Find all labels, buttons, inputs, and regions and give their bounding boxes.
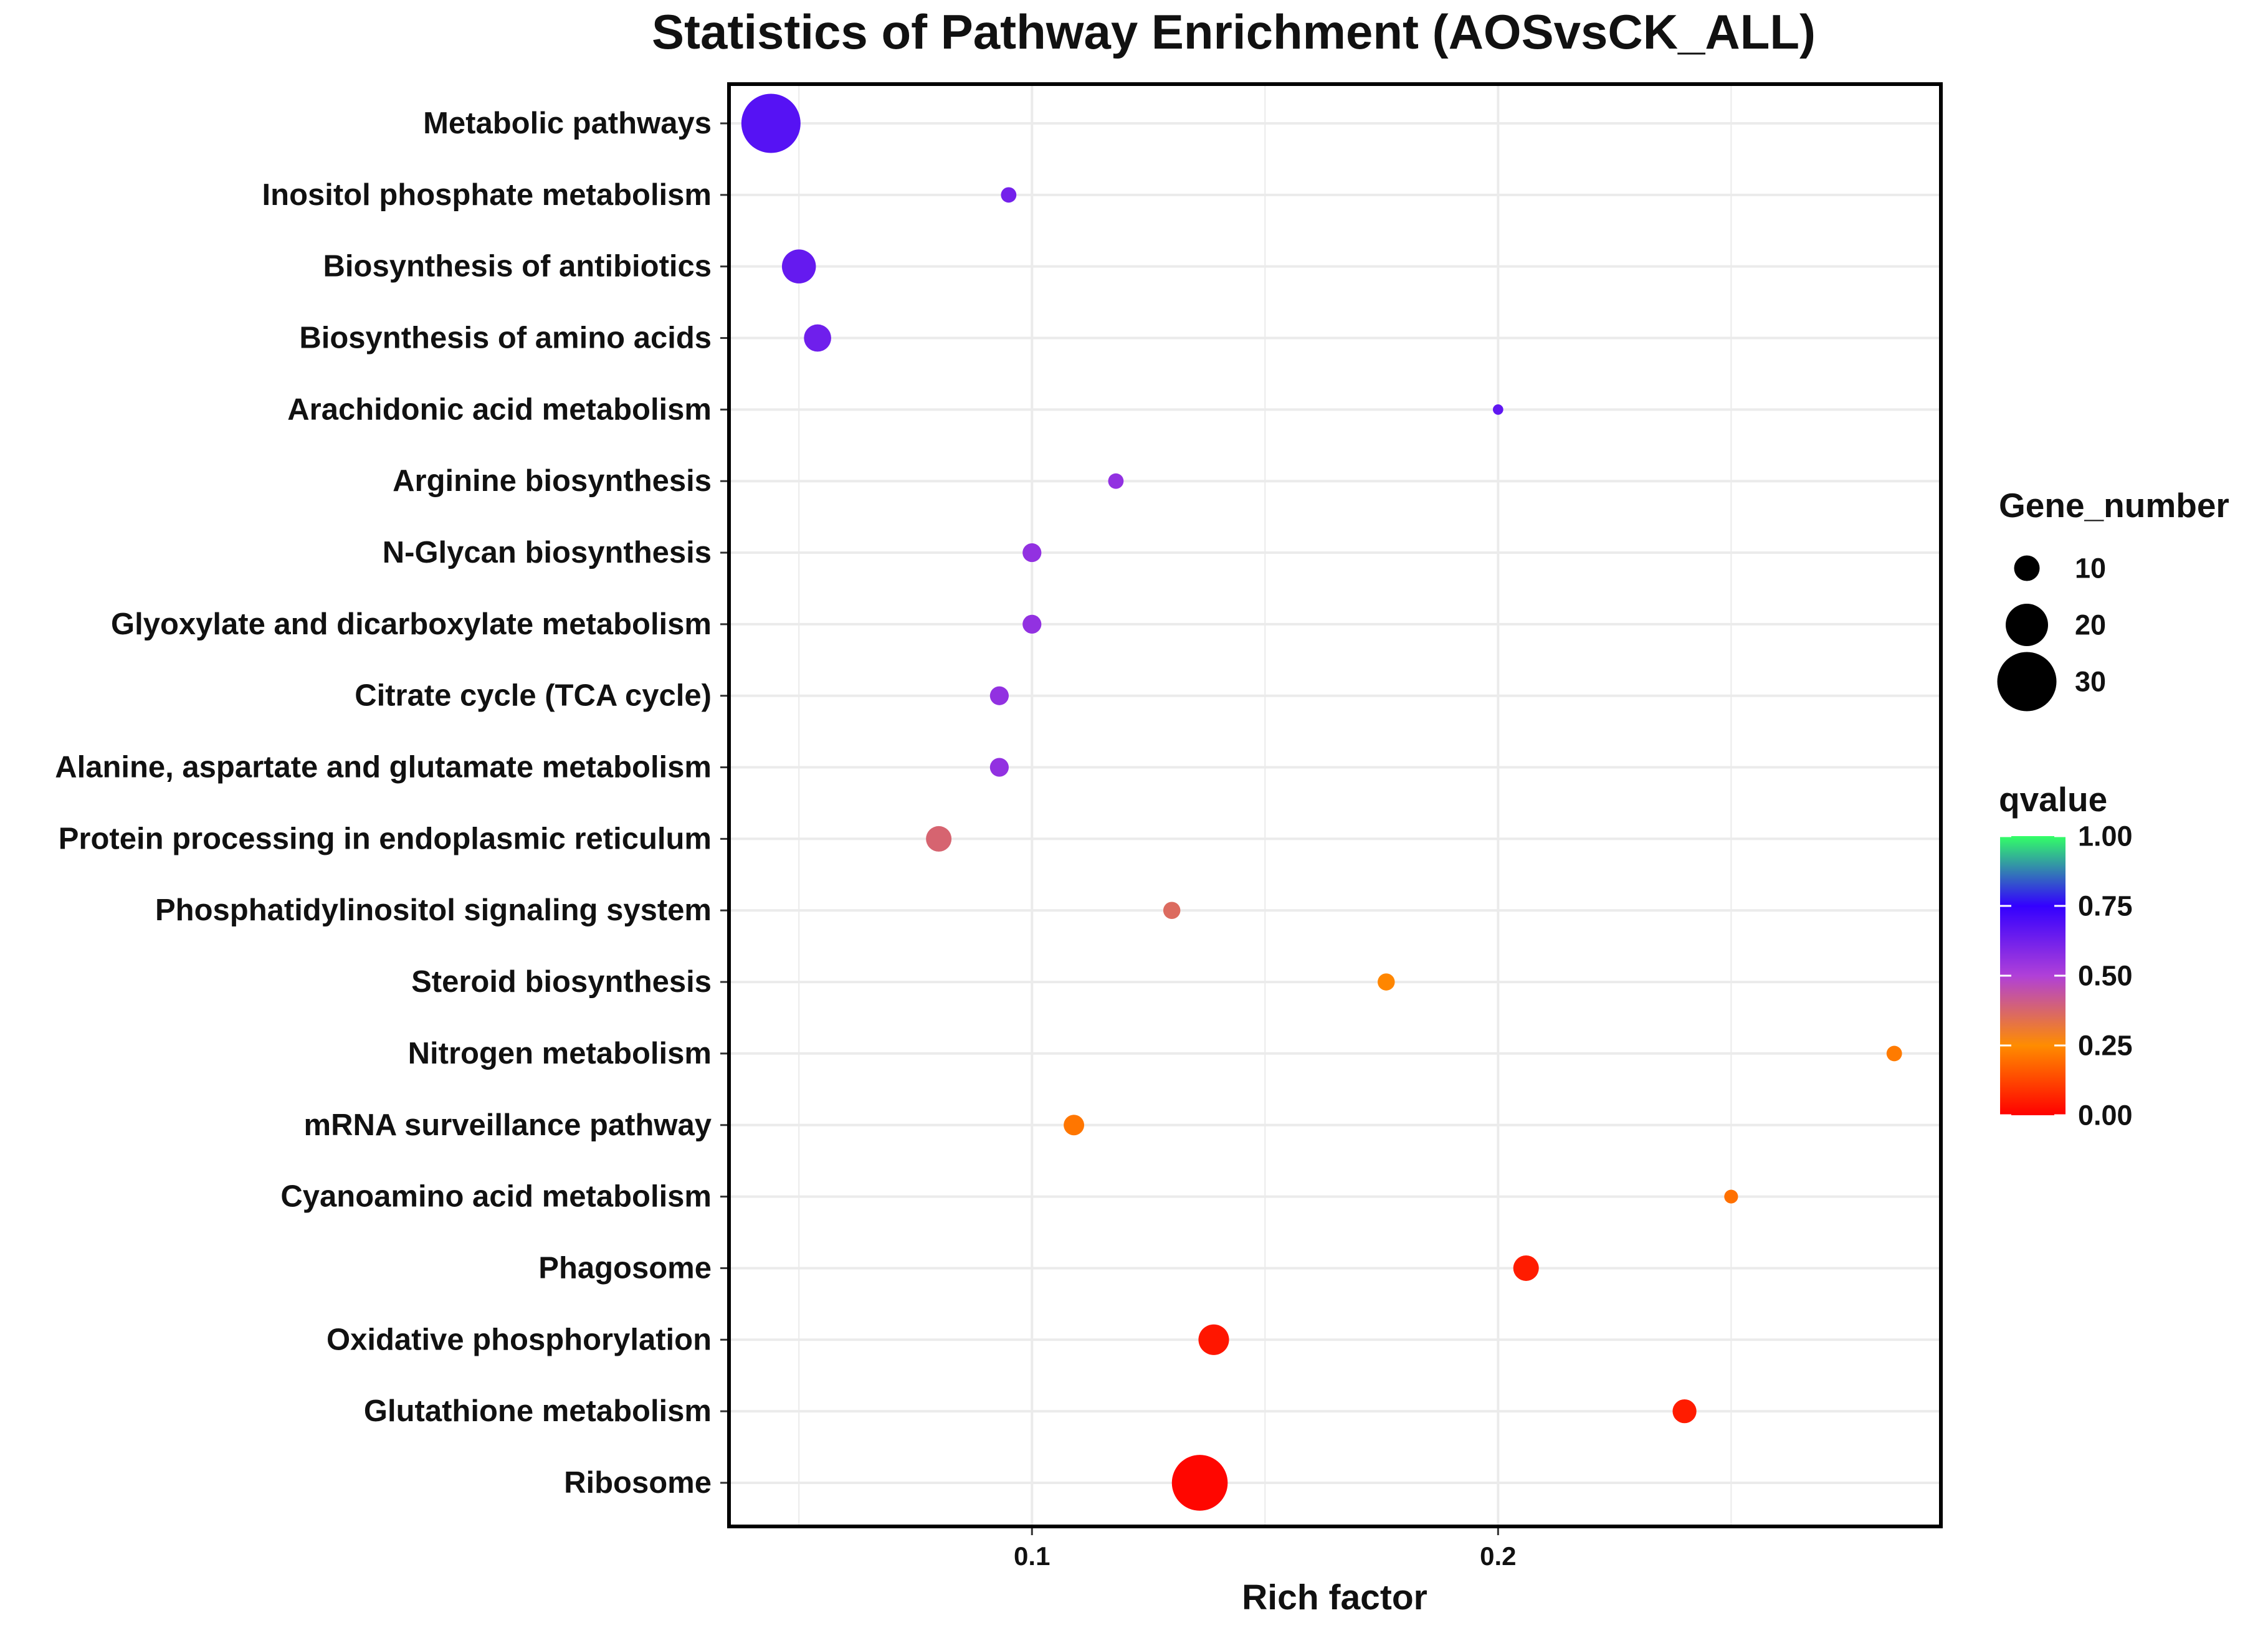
size-legend: Gene_number 10 20 30: [1997, 486, 2229, 712]
colorbar-tick-label: 0.75: [2078, 890, 2133, 922]
chart-title: Statistics of Pathway Enrichment (AOSvsC…: [652, 4, 1816, 59]
y-category-label: N-Glycan biosynthesis: [383, 536, 712, 569]
y-category-label: Ribosome: [564, 1466, 712, 1500]
y-category-label: Cyanoamino acid metabolism: [280, 1180, 712, 1214]
y-category-label: Steroid biosynthesis: [411, 965, 712, 999]
colorbar-tick-label: 1.00: [2078, 821, 2133, 852]
grid-lines: [729, 84, 1941, 1526]
data-point: [926, 826, 952, 852]
data-point: [1492, 404, 1503, 415]
data-point: [1064, 1115, 1085, 1136]
colorbar-tick-label: 0.25: [2078, 1030, 2133, 1062]
size-legend-dot: [2014, 555, 2040, 581]
color-legend-title: qvalue: [1999, 780, 2107, 819]
data-point: [741, 93, 801, 153]
y-category-label: Nitrogen metabolism: [408, 1037, 712, 1070]
data-points: [741, 93, 1902, 1511]
y-category-label: Glutathione metabolism: [364, 1394, 712, 1428]
data-point: [804, 324, 831, 352]
data-point: [989, 686, 1009, 705]
colorbar-ticks: 1.00 0.75 0.50 0.25 0.00: [2000, 821, 2133, 1131]
x-tick-label: 0.2: [1480, 1541, 1516, 1571]
x-axis-title: Rich factor: [1242, 1578, 1427, 1617]
colorbar-tick-label: 0.00: [2078, 1100, 2133, 1131]
size-legend-label: 30: [2075, 666, 2106, 698]
y-category-label: Phagosome: [538, 1251, 712, 1285]
x-axis-ticks: 0.1 0.2: [1014, 1526, 1517, 1571]
data-point: [781, 249, 816, 283]
data-point: [1022, 614, 1042, 634]
y-axis-labels: Metabolic pathways Inositol phosphate met…: [55, 107, 712, 1500]
data-point: [1378, 973, 1395, 991]
y-category-label: Oxidative phosphorylation: [326, 1323, 712, 1356]
data-point: [989, 758, 1009, 777]
plot-panel: [727, 82, 1943, 1528]
y-category-label: Protein processing in endoplasmic reticu…: [59, 822, 712, 855]
y-category-label: Citrate cycle (TCA cycle): [355, 679, 712, 713]
data-point: [1001, 187, 1017, 203]
y-category-label: Arachidonic acid metabolism: [287, 393, 712, 426]
size-legend-label: 20: [2075, 609, 2106, 641]
y-category-label: Glyoxylate and dicarboxylate metabolism: [111, 607, 712, 641]
data-point: [1108, 473, 1124, 489]
size-legend-dot: [2006, 604, 2048, 646]
y-category-label: Biosynthesis of amino acids: [299, 321, 712, 355]
data-point: [1724, 1189, 1738, 1204]
y-category-label: Inositol phosphate metabolism: [262, 178, 712, 212]
data-point: [1513, 1255, 1539, 1281]
y-category-label: Biosynthesis of antibiotics: [323, 250, 712, 283]
y-category-label: Metabolic pathways: [423, 107, 712, 140]
data-point: [1171, 1455, 1228, 1511]
y-category-label: Arginine biosynthesis: [393, 464, 712, 498]
y-category-label: Alanine, aspartate and glutamate metabol…: [55, 751, 712, 784]
data-point: [1022, 543, 1042, 563]
data-point: [1163, 902, 1181, 919]
colorbar-tick-label: 0.50: [2078, 960, 2133, 992]
data-point: [1672, 1399, 1697, 1424]
data-point: [1198, 1324, 1229, 1355]
size-legend-title: Gene_number: [1999, 486, 2229, 525]
size-legend-label: 10: [2075, 553, 2106, 584]
color-legend: qvalue 1.00 0.75 0.50 0.25 0.00: [1999, 780, 2133, 1131]
y-category-label: Phosphatidylinositol signaling system: [155, 893, 712, 927]
size-legend-dot: [1997, 652, 2057, 712]
y-category-label: mRNA surveillance pathway: [304, 1108, 712, 1142]
size-legend-items: 10 20 30: [1997, 553, 2106, 712]
x-tick-label: 0.1: [1014, 1541, 1050, 1571]
data-point: [1886, 1045, 1902, 1062]
